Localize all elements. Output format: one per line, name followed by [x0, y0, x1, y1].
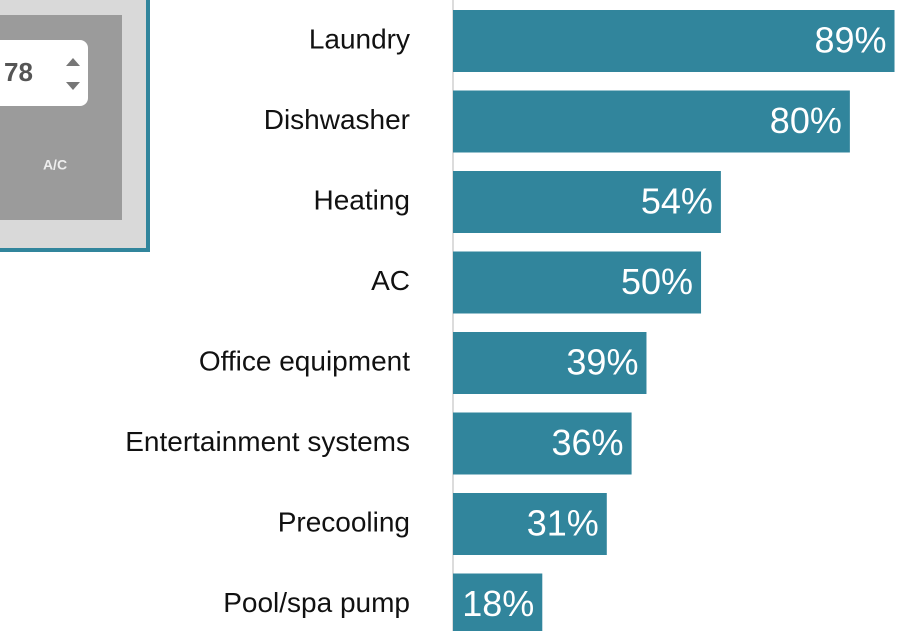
bar [453, 10, 895, 72]
category-label: AC [371, 265, 410, 296]
value-label: 18% [462, 583, 534, 624]
category-label: Pool/spa pump [223, 587, 410, 618]
bar [453, 412, 632, 475]
value-label: 80% [770, 100, 842, 141]
category-label: Heating [313, 184, 410, 215]
value-label: 54% [641, 181, 713, 222]
thumbnail: 78 A/C [0, 0, 150, 252]
value-label: 36% [552, 422, 624, 463]
category-label: Entertainment systems [125, 426, 410, 457]
value-label: 39% [566, 342, 638, 383]
thumbnail-value: 78 [4, 57, 33, 87]
value-label: 50% [621, 261, 693, 302]
bar [453, 573, 543, 631]
thumbnail-label: A/C [43, 157, 67, 173]
bar [453, 90, 850, 153]
thumbnail-display [0, 40, 88, 106]
value-label: 89% [814, 20, 886, 61]
value-label: 31% [527, 503, 599, 544]
thumbnail-arrows [66, 58, 80, 90]
bar [453, 493, 607, 555]
category-label: Precooling [278, 506, 410, 537]
bar [453, 171, 721, 233]
category-label: Office equipment [199, 345, 410, 376]
category-label: Laundry [309, 23, 410, 54]
bar [453, 332, 647, 394]
bar [453, 251, 702, 314]
category-label: Dishwasher [264, 104, 410, 135]
